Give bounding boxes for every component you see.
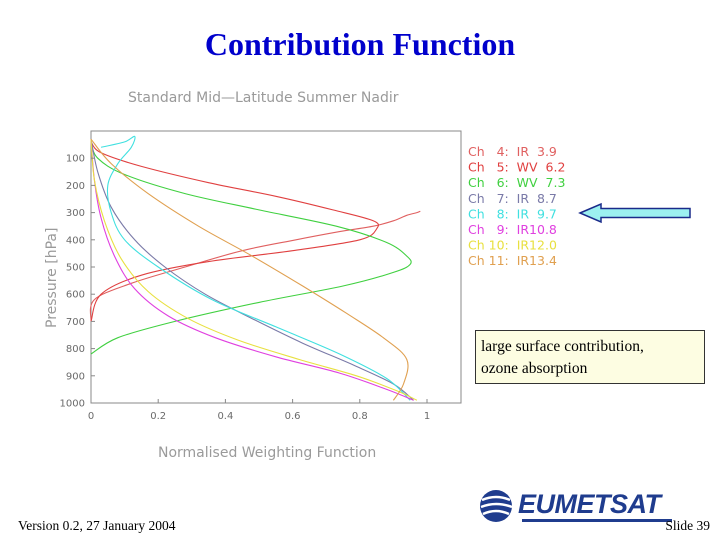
series-line-ch4: [89, 210, 421, 322]
slide-title: Contribution Function: [204, 26, 516, 62]
x-axis-label: Normalised Weighting Function: [158, 445, 376, 461]
legend-entry-ch8: Ch 8: IR 9.7: [468, 206, 557, 221]
x-tick-label: 1: [424, 411, 430, 422]
x-tick-label: 0.6: [285, 411, 301, 422]
series-line-ch11: [90, 138, 409, 401]
logo-text: EUMETSAT: [518, 489, 661, 519]
series-line-ch5: [90, 141, 380, 322]
legend-entry-ch6: Ch 6: WV 7.3: [468, 175, 565, 190]
legend-entry-ch10: Ch 10: IR12.0: [468, 238, 557, 253]
y-tick-label: 1000: [60, 399, 85, 410]
legend-entry-ch4: Ch 4: IR 3.9: [468, 144, 557, 159]
x-tick-label: 0: [88, 411, 94, 422]
y-tick-label: 600: [66, 290, 85, 301]
y-tick-label: 400: [66, 235, 85, 246]
arrow-shape: [578, 202, 691, 224]
series-line-ch8: [100, 135, 411, 401]
annotation-box: large surface contribution, ozone absorp…: [475, 330, 705, 384]
series-line-ch9: [90, 139, 414, 401]
eumetsat-logo: EUMETSAT: [478, 488, 678, 524]
x-tick-label: 0.2: [150, 411, 166, 422]
legend-entry-ch11: Ch 11: IR13.4: [468, 253, 557, 268]
y-tick-label: 200: [66, 181, 85, 192]
legend-entry-ch7: Ch 7: IR 8.7: [468, 191, 557, 206]
series-line-ch7: [90, 139, 414, 401]
annotation-line-2: ozone absorption: [481, 360, 588, 377]
y-tick-label: 100: [66, 154, 85, 165]
logo-underline: [522, 519, 672, 522]
annotation-line-1: large surface contribution,: [481, 338, 644, 355]
y-tick-label: 700: [66, 317, 85, 328]
legend-entry-ch5: Ch 5: WV 6.2: [468, 160, 565, 175]
y-tick-label: 500: [66, 263, 85, 274]
x-tick-label: 0.8: [352, 411, 368, 422]
series-line-ch6: [90, 141, 412, 355]
slide-number: Slide 39: [665, 518, 710, 533]
globe-icon: [480, 490, 513, 522]
chart-title: Standard Mid—Latitude Summer Nadir: [128, 90, 399, 106]
y-tick-label: 800: [66, 344, 85, 355]
legend-entry-ch9: Ch 9: IR10.8: [468, 222, 557, 237]
series-line-ch10: [90, 139, 418, 401]
y-tick-label: 900: [66, 371, 85, 382]
x-tick-label: 0.4: [217, 411, 233, 422]
y-tick-label: 300: [66, 208, 85, 219]
footer-version: Version 0.2, 27 January 2004: [18, 518, 176, 533]
y-axis-label: Pressure [hPa]: [44, 228, 60, 328]
highlight-arrow: [578, 202, 691, 224]
plot-frame: [90, 130, 462, 404]
